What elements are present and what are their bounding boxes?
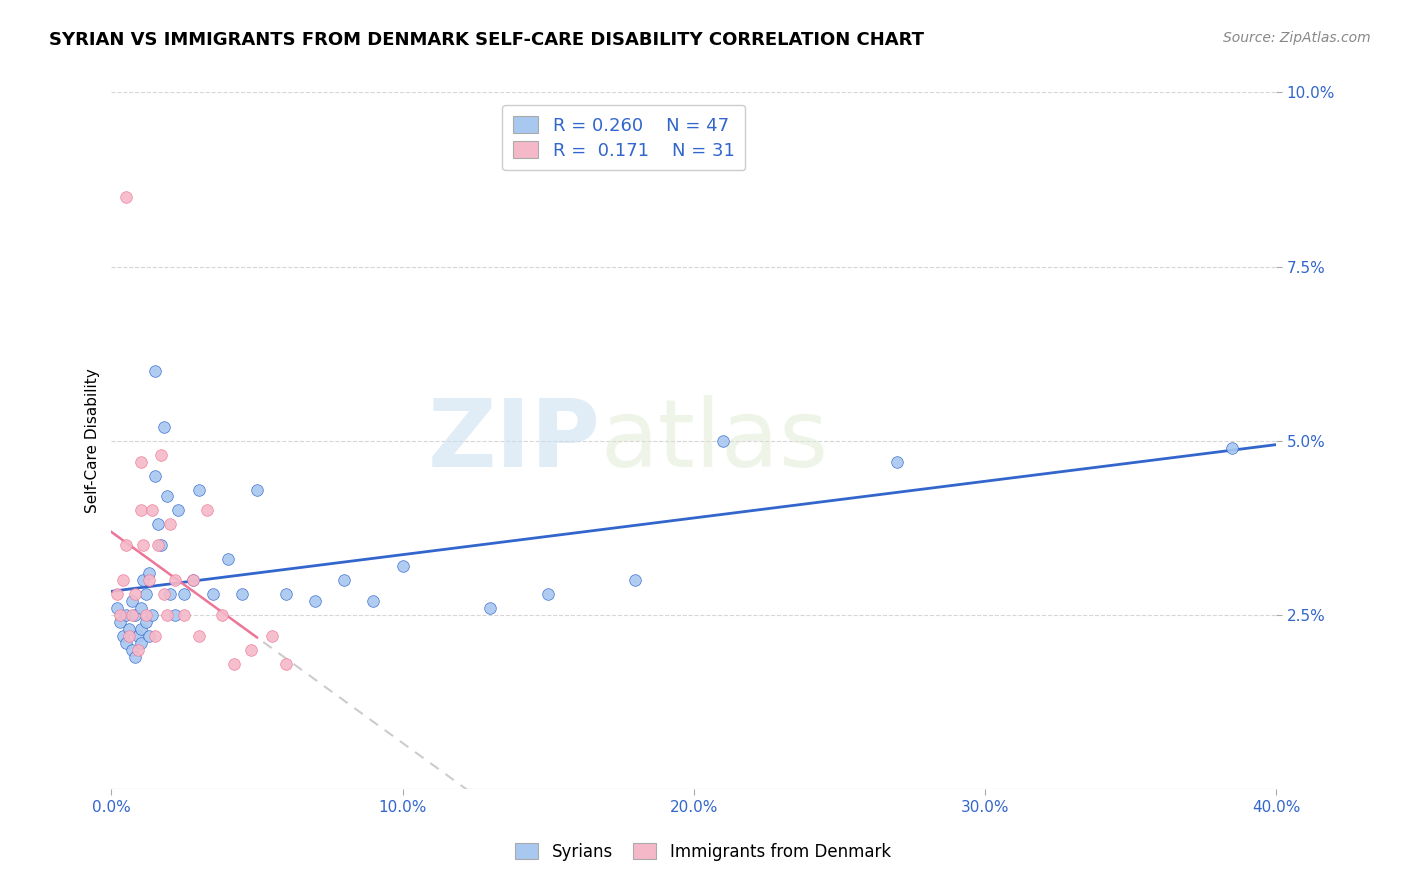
- Point: [135, 607, 157, 622]
- Point: [108, 615, 131, 629]
- Point: [115, 607, 138, 622]
- Point: [115, 190, 138, 204]
- Point: [149, 538, 172, 552]
- Point: [105, 601, 128, 615]
- Point: [211, 607, 233, 622]
- Point: [124, 649, 146, 664]
- Point: [173, 607, 195, 622]
- Point: [537, 587, 560, 601]
- Point: [886, 455, 908, 469]
- Point: [129, 622, 152, 636]
- Point: [108, 607, 131, 622]
- Point: [127, 642, 149, 657]
- Point: [159, 587, 181, 601]
- Point: [304, 594, 326, 608]
- Point: [121, 642, 143, 657]
- Point: [181, 573, 204, 587]
- Point: [138, 629, 160, 643]
- Text: Source: ZipAtlas.com: Source: ZipAtlas.com: [1223, 31, 1371, 45]
- Point: [121, 607, 143, 622]
- Point: [260, 629, 283, 643]
- Legend: Syrians, Immigrants from Denmark: Syrians, Immigrants from Denmark: [509, 837, 897, 868]
- Point: [165, 607, 187, 622]
- Point: [138, 566, 160, 581]
- Point: [146, 517, 169, 532]
- Legend: R = 0.260    N = 47, R =  0.171    N = 31: R = 0.260 N = 47, R = 0.171 N = 31: [502, 105, 745, 170]
- Point: [129, 636, 152, 650]
- Point: [165, 573, 187, 587]
- Point: [156, 490, 179, 504]
- Point: [112, 573, 135, 587]
- Point: [115, 538, 138, 552]
- Point: [333, 573, 356, 587]
- Point: [478, 601, 501, 615]
- Point: [222, 657, 245, 671]
- Point: [231, 587, 253, 601]
- Point: [711, 434, 734, 448]
- Point: [197, 503, 219, 517]
- Point: [112, 629, 135, 643]
- Point: [118, 622, 141, 636]
- Point: [129, 455, 152, 469]
- Point: [181, 573, 204, 587]
- Point: [143, 629, 166, 643]
- Point: [156, 607, 179, 622]
- Text: ZIP: ZIP: [427, 395, 600, 487]
- Point: [124, 587, 146, 601]
- Point: [149, 448, 172, 462]
- Point: [105, 587, 128, 601]
- Point: [187, 629, 209, 643]
- Point: [173, 587, 195, 601]
- Point: [132, 573, 155, 587]
- Point: [167, 503, 190, 517]
- Point: [240, 642, 263, 657]
- Point: [202, 587, 225, 601]
- Point: [115, 636, 138, 650]
- Point: [132, 538, 155, 552]
- Point: [124, 607, 146, 622]
- Point: [624, 573, 647, 587]
- Point: [274, 587, 297, 601]
- Point: [138, 573, 160, 587]
- Point: [141, 607, 163, 622]
- Point: [127, 629, 149, 643]
- Point: [159, 517, 181, 532]
- Point: [246, 483, 269, 497]
- Point: [143, 468, 166, 483]
- Point: [153, 587, 176, 601]
- Point: [141, 503, 163, 517]
- Point: [143, 364, 166, 378]
- Point: [146, 538, 169, 552]
- Point: [363, 594, 385, 608]
- Text: SYRIAN VS IMMIGRANTS FROM DENMARK SELF-CARE DISABILITY CORRELATION CHART: SYRIAN VS IMMIGRANTS FROM DENMARK SELF-C…: [49, 31, 924, 49]
- Point: [118, 629, 141, 643]
- Point: [187, 483, 209, 497]
- Point: [129, 503, 152, 517]
- Point: [135, 615, 157, 629]
- Text: atlas: atlas: [600, 395, 828, 487]
- Point: [135, 587, 157, 601]
- Point: [1220, 441, 1243, 455]
- Point: [217, 552, 239, 566]
- Y-axis label: Self-Care Disability: Self-Care Disability: [86, 368, 100, 513]
- Point: [121, 594, 143, 608]
- Point: [153, 419, 176, 434]
- Point: [129, 601, 152, 615]
- Point: [391, 559, 413, 574]
- Point: [274, 657, 297, 671]
